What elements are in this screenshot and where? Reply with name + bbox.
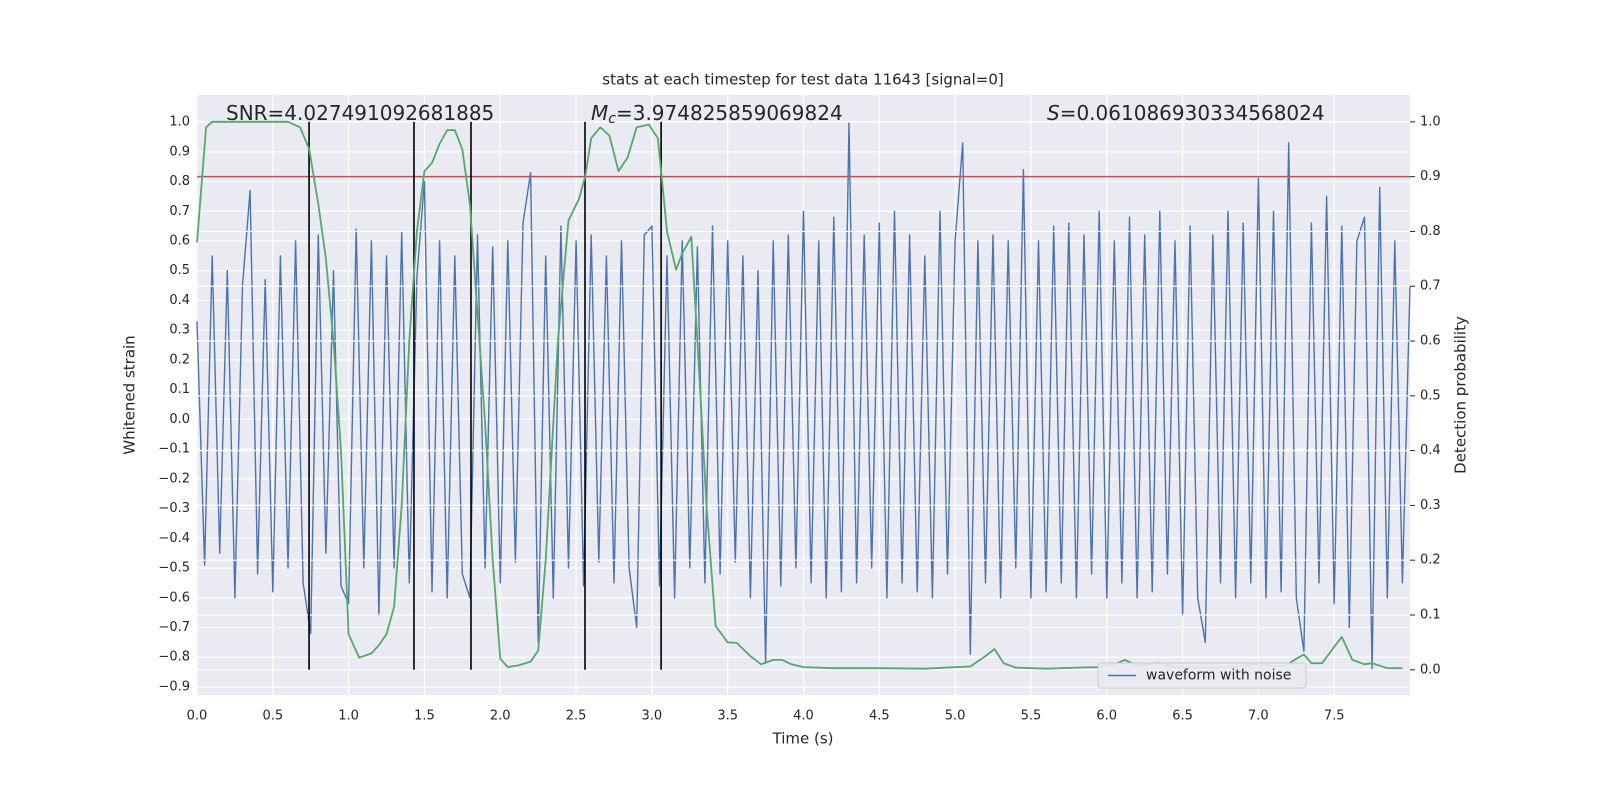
y-tick-label: 1.0 — [169, 115, 190, 130]
y-tick-label: 0.9 — [169, 144, 190, 159]
y2-tick-label: 0.2 — [1420, 553, 1441, 568]
y-tick-label: −0.6 — [158, 590, 190, 605]
y2-tick-label: 0.6 — [1420, 334, 1441, 349]
annotation-subscript: c — [608, 111, 616, 127]
x-tick-label: 6.5 — [1172, 709, 1193, 724]
x-tick-label: 7.0 — [1248, 709, 1269, 724]
annotation-text: =0.061086930334568024 — [1060, 101, 1325, 125]
legend-label: waveform with noise — [1146, 668, 1291, 684]
x-tick-label: 2.5 — [566, 709, 587, 724]
annotation: S=0.061086930334568024 — [1047, 101, 1325, 125]
x-tick-label: 6.0 — [1096, 709, 1117, 724]
y2-tick-label: 0.4 — [1420, 443, 1441, 458]
annotation-text: SNR=4.027491092681885 — [226, 101, 494, 125]
y-tick-label: 0.6 — [169, 233, 190, 248]
y-tick-label: −0.4 — [158, 531, 190, 546]
y-tick-label: 0.5 — [169, 263, 190, 278]
x-tick-label: 5.5 — [1021, 709, 1042, 724]
x-tick-label: 3.5 — [717, 709, 738, 724]
y-tick-label: 0.3 — [169, 323, 190, 338]
y-tick-label: 0.8 — [169, 174, 190, 189]
y2-tick-label: 0.9 — [1420, 169, 1441, 184]
y2-tick-label: 0.7 — [1420, 279, 1441, 294]
y-tick-label: 0.1 — [169, 382, 190, 397]
legend-box — [1097, 662, 1307, 689]
y-axis-label: Whitened strain — [121, 335, 139, 454]
y-tick-label: 0.7 — [169, 204, 190, 219]
y2-tick-label: 0.1 — [1420, 608, 1441, 623]
y-tick-label: −0.5 — [158, 561, 190, 576]
y-tick-label: −0.3 — [158, 501, 190, 516]
annotation-symbol: M — [591, 101, 608, 125]
y2-tick-label: 0.8 — [1420, 224, 1441, 239]
y2-axis-label: Detection probability — [1452, 316, 1470, 474]
annotation-text: =3.974825859069824 — [616, 101, 843, 125]
x-tick-label: 3.0 — [642, 709, 663, 724]
y-tick-label: −0.7 — [158, 620, 190, 635]
annotation: Mc=3.974825859069824 — [591, 101, 843, 128]
y-tick-label: 0.4 — [169, 293, 190, 308]
x-tick-label: 1.5 — [414, 709, 435, 724]
x-tick-label: 2.0 — [490, 709, 511, 724]
y2-tick-label: 0.0 — [1420, 662, 1441, 677]
x-tick-label: 0.5 — [262, 709, 283, 724]
x-axis-label: Time (s) — [772, 730, 834, 748]
y2-tick-label: 1.0 — [1420, 114, 1441, 129]
chart-title: stats at each timestep for test data 116… — [602, 71, 1003, 89]
y-tick-label: −0.8 — [158, 650, 190, 665]
y-tick-label: −0.9 — [158, 679, 190, 694]
y-tick-label: 0.0 — [169, 412, 190, 427]
x-tick-label: 0.0 — [187, 709, 208, 724]
y2-tick-label: 0.3 — [1420, 498, 1441, 513]
y-tick-label: −0.2 — [158, 471, 190, 486]
y-tick-label: 0.2 — [169, 352, 190, 367]
x-tick-label: 4.5 — [869, 709, 890, 724]
annotation: SNR=4.027491092681885 — [226, 101, 494, 125]
series-line — [196, 121, 1411, 670]
x-tick-label: 1.0 — [338, 709, 359, 724]
y2-tick-label: 0.5 — [1420, 388, 1441, 403]
x-tick-label: 4.0 — [793, 709, 814, 724]
annotation-symbol: S — [1047, 101, 1060, 125]
y-tick-label: −0.1 — [158, 442, 190, 457]
x-tick-label: 5.0 — [945, 709, 966, 724]
x-tick-label: 7.5 — [1324, 709, 1345, 724]
